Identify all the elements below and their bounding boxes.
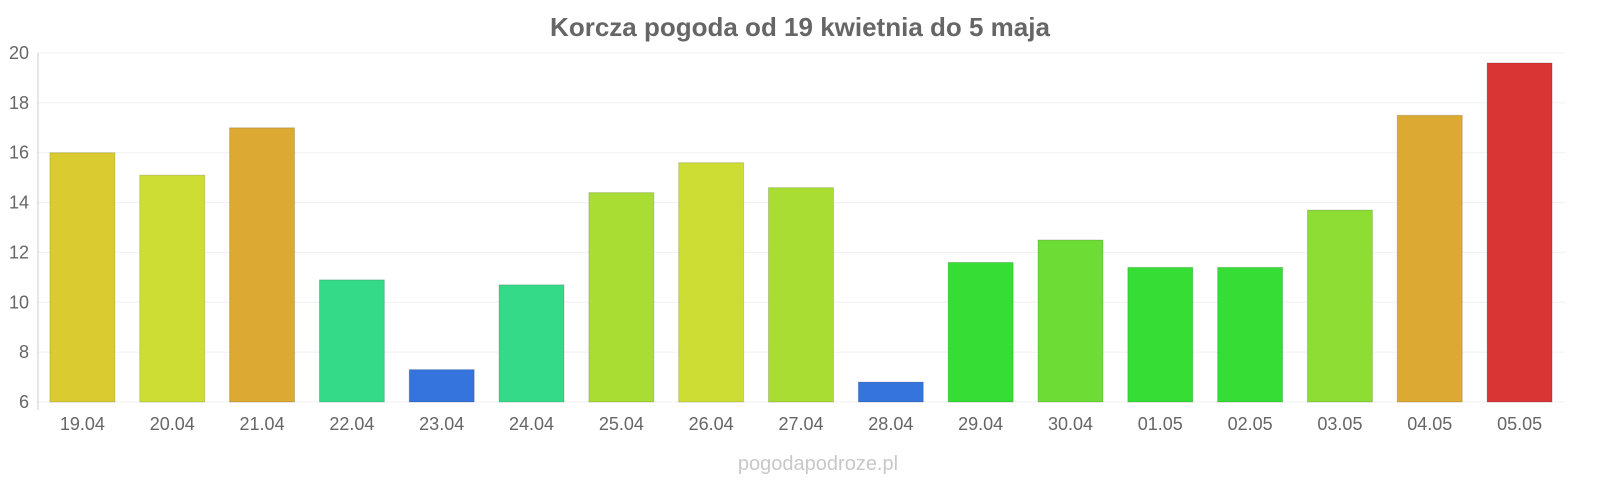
y-tick-label: 8	[19, 342, 29, 362]
x-tick-label: 02.05	[1228, 414, 1273, 434]
bar-25.04	[588, 192, 655, 403]
x-tick-label: 05.05	[1497, 414, 1542, 434]
x-tick-label: 23.04	[419, 414, 464, 434]
x-axis-ticks: 19.04 20.04 21.04 22.04 23.04 24.04 25.04 26.04…	[60, 414, 1542, 434]
y-tick-label: 20	[9, 43, 29, 63]
bar-02.05	[1217, 266, 1284, 403]
x-tick-label: 22.04	[329, 414, 374, 434]
y-tick-label: 6	[19, 392, 29, 412]
watermark: pogodapodroze.pl	[738, 453, 898, 475]
bar-03.05	[1306, 209, 1373, 403]
bar-19.04	[49, 152, 116, 403]
bar-26.04	[678, 162, 745, 403]
y-axis-ticks: 6 8 10 12 14 16 18 20	[9, 43, 29, 412]
x-tick-label: 20.04	[150, 414, 195, 434]
bar-20.04	[139, 174, 206, 403]
y-tick-label: 18	[9, 93, 29, 113]
x-tick-label: 30.04	[1048, 414, 1093, 434]
x-tick-label: 26.04	[689, 414, 734, 434]
bar-28.04	[857, 381, 924, 403]
x-tick-label: 29.04	[958, 414, 1003, 434]
x-tick-label: 21.04	[240, 414, 285, 434]
bar-05.05	[1486, 62, 1553, 403]
chart-title: Korcza pogoda od 19 kwietnia do 5 maja	[550, 12, 1050, 42]
x-tick-label: 27.04	[778, 414, 823, 434]
y-tick-label: 12	[9, 242, 29, 262]
bar-29.04	[947, 261, 1014, 403]
y-tick-label: 16	[9, 143, 29, 163]
bar-23.04	[408, 369, 475, 403]
bar-30.04	[1037, 239, 1104, 403]
x-tick-label: 28.04	[868, 414, 913, 434]
y-tick-label: 14	[9, 193, 29, 213]
x-tick-label: 01.05	[1138, 414, 1183, 434]
bars-group	[49, 62, 1553, 403]
bar-27.04	[768, 187, 834, 403]
bar-24.04	[498, 284, 565, 403]
y-tick-label: 10	[9, 292, 29, 312]
bar-01.05	[1127, 266, 1194, 403]
bar-21.04	[229, 127, 296, 403]
x-tick-label: 24.04	[509, 414, 554, 434]
x-tick-label: 25.04	[599, 414, 644, 434]
bar-04.05	[1396, 114, 1463, 403]
x-tick-label: 03.05	[1317, 414, 1362, 434]
bar-22.04	[318, 279, 385, 403]
x-tick-label: 19.04	[60, 414, 105, 434]
x-tick-label: 04.05	[1407, 414, 1452, 434]
